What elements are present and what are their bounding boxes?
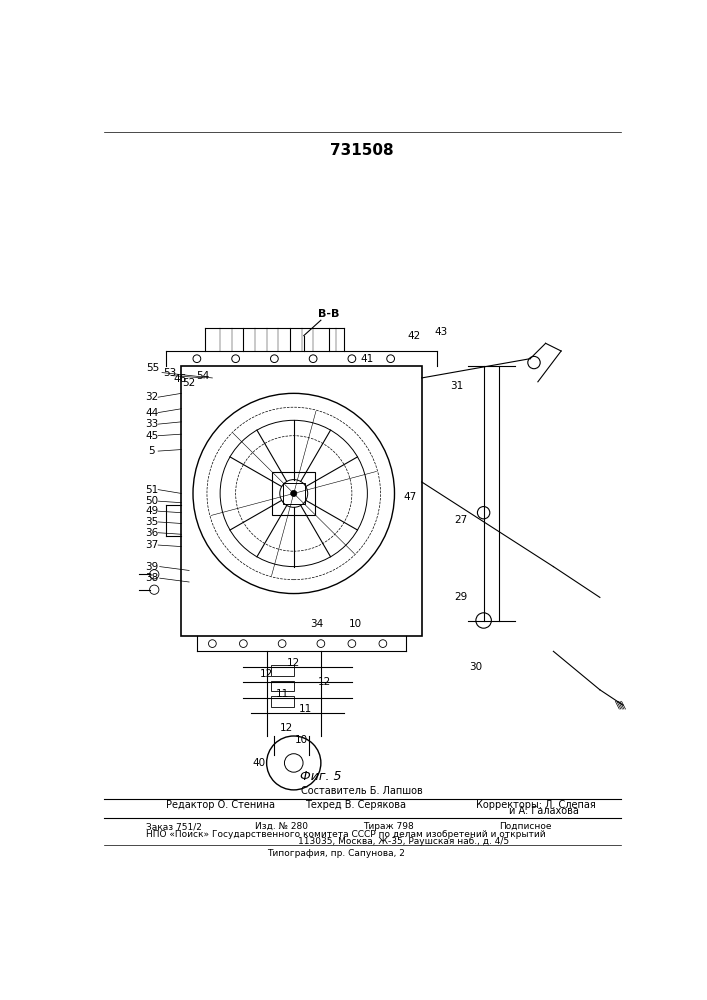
Text: 39: 39 <box>146 562 158 572</box>
Bar <box>271 665 293 676</box>
Text: 27: 27 <box>454 515 467 525</box>
Bar <box>271 681 293 691</box>
Text: 5: 5 <box>148 446 156 456</box>
Text: Типография, пр. Сапунова, 2: Типография, пр. Сапунова, 2 <box>267 849 404 858</box>
Text: 34: 34 <box>310 619 324 629</box>
Text: 53: 53 <box>163 368 176 378</box>
Text: 40: 40 <box>252 758 265 768</box>
Text: 11: 11 <box>299 704 312 714</box>
Text: 41: 41 <box>361 354 374 364</box>
Text: Составитель Б. Лапшов: Составитель Б. Лапшов <box>301 786 423 796</box>
Text: 42: 42 <box>407 331 421 341</box>
Text: 30: 30 <box>469 662 482 672</box>
Text: 11: 11 <box>276 689 288 699</box>
Text: 113035, Москва, Ж-35, Раушская наб., д. 4/5: 113035, Москва, Ж-35, Раушская наб., д. … <box>298 837 509 846</box>
Text: 50: 50 <box>146 496 158 506</box>
Text: Изд. № 280: Изд. № 280 <box>255 822 308 831</box>
Text: Редактор О. Стенина: Редактор О. Стенина <box>166 800 275 810</box>
Text: НПО «Поиск» Государственного комитета СССР по делам изобретений и открытий: НПО «Поиск» Государственного комитета СС… <box>146 830 546 839</box>
Text: и А. Галахова: и А. Галахова <box>509 806 579 816</box>
Text: Фиг. 5: Фиг. 5 <box>300 770 341 783</box>
Text: 55: 55 <box>146 363 159 373</box>
Text: Подписное: Подписное <box>499 822 551 831</box>
Text: 43: 43 <box>434 327 448 337</box>
Text: 29: 29 <box>454 592 467 602</box>
Text: 35: 35 <box>146 517 158 527</box>
Text: 45: 45 <box>146 431 158 441</box>
Text: Заказ 751/2: Заказ 751/2 <box>146 822 202 831</box>
Text: Техред В. Серякова: Техред В. Серякова <box>305 800 407 810</box>
Text: 44: 44 <box>146 408 158 418</box>
Text: 54: 54 <box>197 371 210 381</box>
Text: 10: 10 <box>295 735 308 745</box>
Text: 46: 46 <box>173 374 187 384</box>
Text: 37: 37 <box>146 540 158 550</box>
Bar <box>271 696 293 707</box>
Text: 31: 31 <box>450 381 463 391</box>
Text: 49: 49 <box>146 506 158 516</box>
Text: 10: 10 <box>349 619 362 629</box>
Text: 51: 51 <box>146 485 158 495</box>
Text: 12: 12 <box>260 669 273 679</box>
Text: 12: 12 <box>279 723 293 733</box>
Text: 731508: 731508 <box>330 143 394 158</box>
Circle shape <box>291 490 297 497</box>
Text: 32: 32 <box>146 392 158 402</box>
Text: Тираж 798: Тираж 798 <box>363 822 414 831</box>
Text: 36: 36 <box>146 528 158 538</box>
Text: 12: 12 <box>318 677 332 687</box>
Text: В-В: В-В <box>318 309 339 319</box>
Text: 33: 33 <box>146 419 158 429</box>
Text: Корректоры: Л. Слепая: Корректоры: Л. Слепая <box>476 800 595 810</box>
Text: 52: 52 <box>182 378 196 388</box>
Text: 38: 38 <box>146 573 158 583</box>
Text: 12: 12 <box>287 658 300 668</box>
Text: 47: 47 <box>404 492 416 502</box>
